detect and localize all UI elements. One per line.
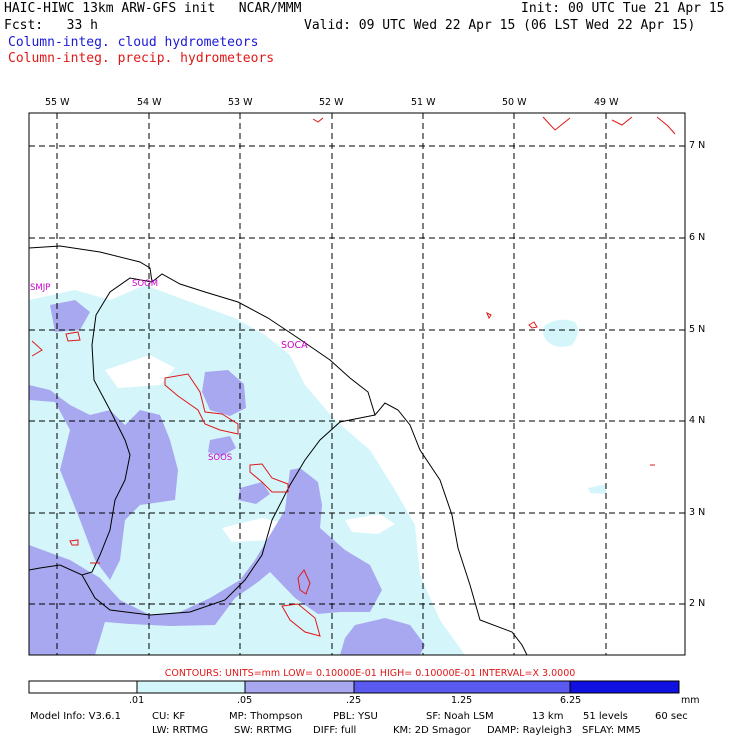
- cloud-area-white-hole: [345, 514, 395, 534]
- precip-contour: [486, 311, 492, 320]
- precip-contour: [69, 539, 79, 546]
- legend-swatch-dark: [353, 680, 571, 694]
- model-info: CU: KF: [152, 711, 186, 722]
- legend-swatch-medium: [244, 680, 355, 694]
- cloud-area-medium: [29, 468, 382, 655]
- map-frame: [28, 112, 686, 656]
- model-info: SF: Noah LSM: [426, 711, 494, 722]
- lon-label: 51 W: [411, 97, 436, 108]
- legend-level: .05: [237, 695, 253, 706]
- precip-contour: [611, 116, 633, 126]
- model-title: HAIC-HIWC 13km ARW-GFS init NCAR/MMM: [4, 1, 302, 16]
- precip-contour: [31, 340, 43, 357]
- cloud-area-light: [588, 484, 606, 494]
- init-time: Init: 00 UTC Tue 21 Apr 15: [521, 1, 725, 16]
- legend-level: .01: [129, 695, 145, 706]
- cloud-field-label: Column-integ. cloud hydrometeors: [8, 35, 259, 50]
- border-suriname-french-guiana: [29, 277, 153, 576]
- cloud-area-light: [543, 319, 578, 347]
- lon-label: 49 W: [594, 97, 619, 108]
- cloud-area-medium: [50, 300, 90, 332]
- legend-level: .25: [346, 695, 362, 706]
- model-info: DIFF: full: [313, 725, 357, 736]
- contour-info: CONTOURS: UNITS=mm LOW= 0.10000E-01 HIGH…: [164, 668, 576, 679]
- forecast-hour: Fcst: 33 h: [4, 18, 98, 33]
- lon-label: 50 W: [502, 97, 527, 108]
- lat-label: 2 N: [689, 598, 706, 609]
- model-info: 51 levels: [583, 711, 628, 722]
- model-info: SW: RRTMG: [234, 725, 292, 736]
- model-info: PBL: YSU: [333, 711, 378, 722]
- legend-level: 1.25: [451, 695, 473, 706]
- precip-contours: [31, 116, 676, 637]
- model-info: LW: RRTMG: [152, 725, 209, 736]
- cloud-area-medium: [29, 385, 178, 580]
- cloud-field-shading: [29, 285, 606, 655]
- precip-contour: [542, 116, 571, 131]
- station-label: SOOM: [132, 279, 159, 289]
- lat-label: 4 N: [689, 415, 706, 426]
- precip-contour: [65, 331, 81, 342]
- precip-field-label: Column-integ. precip. hydrometeors: [8, 51, 275, 66]
- precip-contour: [164, 373, 239, 435]
- precip-contour: [312, 117, 324, 123]
- model-info: SFLAY: MM5: [582, 725, 641, 736]
- lat-label: 6 N: [689, 232, 706, 243]
- lon-label: 55 W: [45, 97, 70, 108]
- colour-legend-bar: [28, 680, 680, 694]
- station-label: SOOS: [208, 453, 233, 463]
- model-info: DAMP: Rayleigh3: [487, 725, 573, 736]
- cloud-area-white-hole: [105, 355, 175, 388]
- lat-label: 3 N: [689, 507, 706, 518]
- precip-contour: [297, 569, 311, 595]
- precip-contour: [528, 321, 538, 329]
- valid-time: Valid: 09 UTC Wed 22 Apr 15 (06 LST Wed …: [304, 18, 696, 33]
- lat-label: 7 N: [689, 140, 706, 151]
- legend-level: 6.25: [560, 695, 582, 706]
- precip-contour: [249, 463, 289, 493]
- model-info: 13 km: [532, 711, 564, 722]
- cloud-area-medium: [208, 436, 236, 456]
- cloud-area-medium: [340, 618, 425, 655]
- lon-label: 52 W: [319, 97, 344, 108]
- lon-label: 53 W: [228, 97, 253, 108]
- legend-swatch-darkest: [569, 680, 680, 694]
- lon-label: 54 W: [137, 97, 162, 108]
- model-info: Model Info: V3.6.1: [30, 711, 121, 722]
- model-info: 60 sec: [655, 711, 688, 722]
- lat-label: 5 N: [689, 324, 706, 335]
- station-label: SOCA: [281, 340, 308, 351]
- precip-contour: [281, 603, 321, 637]
- latlon-grid: [29, 113, 685, 655]
- legend-swatch-light: [136, 680, 246, 694]
- precip-contour: [656, 116, 676, 135]
- legend-swatch-none: [28, 680, 138, 694]
- coastlines: [29, 245, 528, 655]
- legend-unit: mm: [681, 695, 700, 706]
- model-info: MP: Thompson: [229, 711, 303, 722]
- coastline: [29, 245, 528, 655]
- border-french-guiana-brazil: [81, 414, 376, 616]
- cloud-area-medium: [202, 370, 246, 416]
- cloud-area-medium: [238, 482, 270, 504]
- model-info: KM: 2D Smagor: [393, 725, 471, 736]
- station-label: SMJP: [30, 283, 51, 293]
- cloud-area-white-hole: [222, 518, 280, 542]
